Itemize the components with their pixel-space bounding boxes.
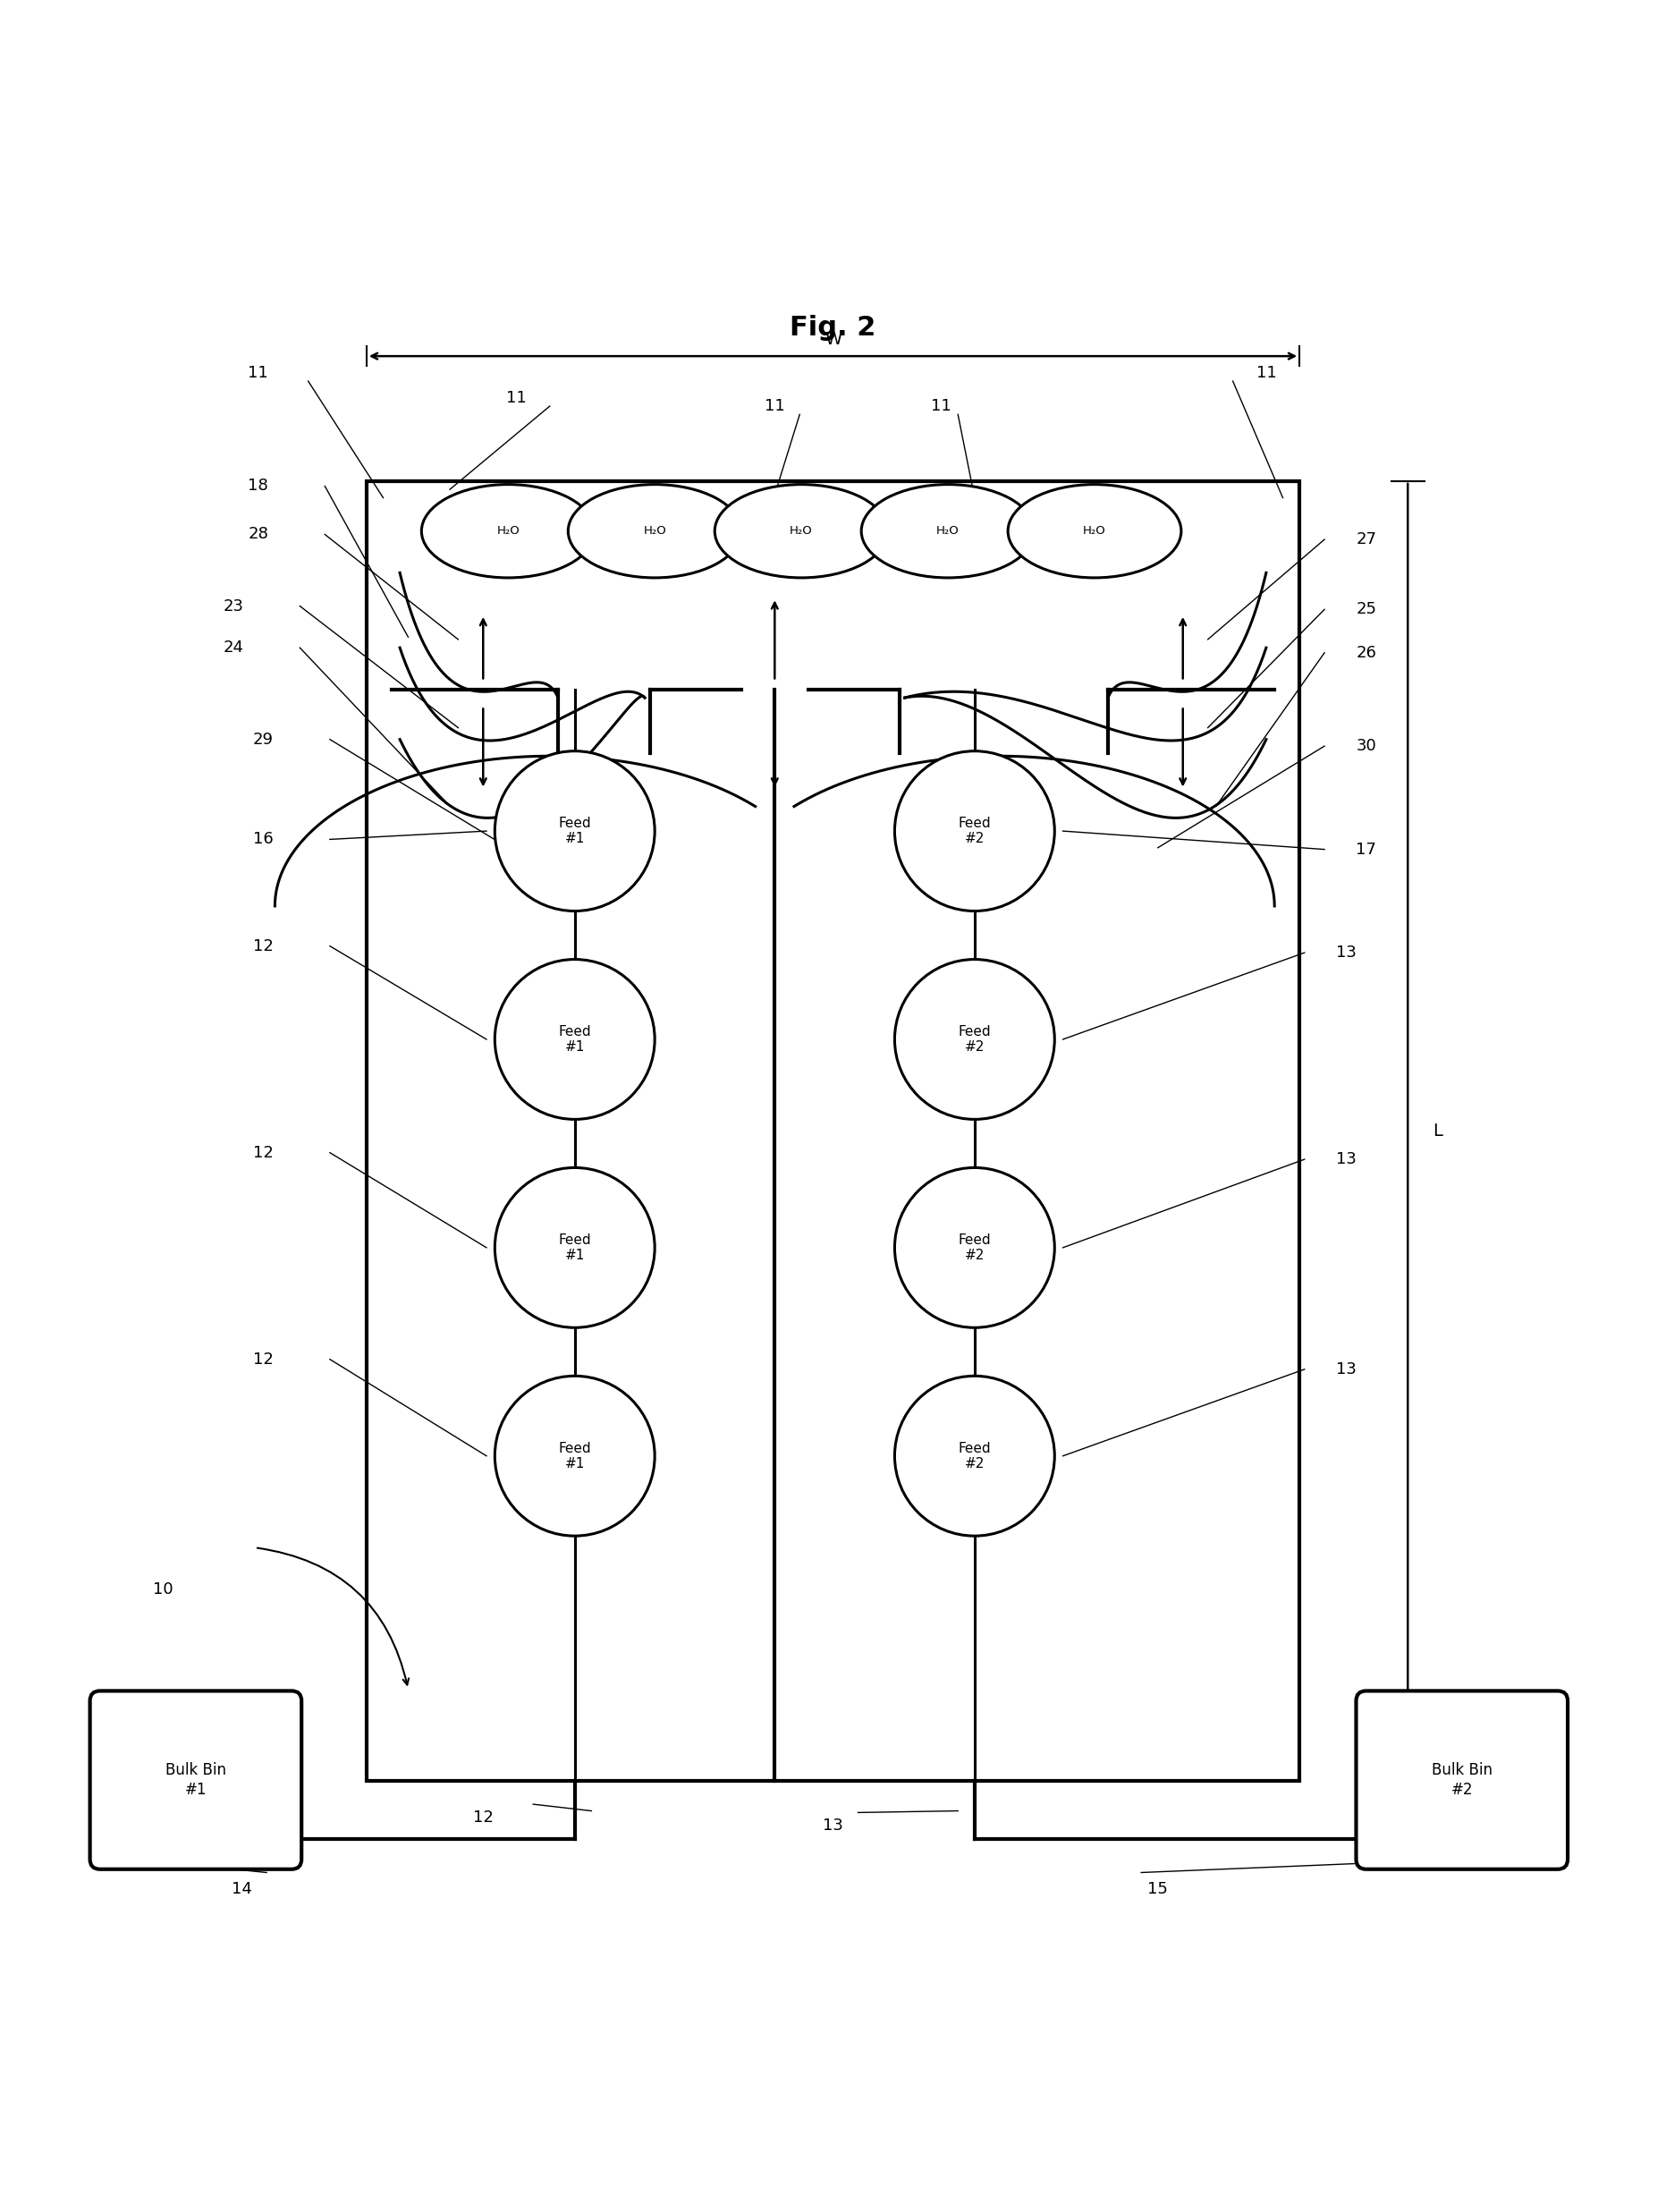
Text: 24: 24 xyxy=(223,639,243,655)
Text: Bulk Bin
#1: Bulk Bin #1 xyxy=(165,1763,227,1798)
Text: 11: 11 xyxy=(248,365,268,380)
Circle shape xyxy=(895,960,1055,1119)
Text: 13: 13 xyxy=(1336,1150,1356,1168)
Text: 12: 12 xyxy=(473,1809,493,1825)
Text: H₂O: H₂O xyxy=(643,524,666,538)
Ellipse shape xyxy=(568,484,741,577)
Text: 12: 12 xyxy=(253,1144,273,1161)
Text: 11: 11 xyxy=(765,398,785,414)
Text: Feed
#1: Feed #1 xyxy=(558,1024,591,1053)
Text: Feed
#2: Feed #2 xyxy=(958,1232,991,1263)
Text: 13: 13 xyxy=(1336,945,1356,960)
Text: 11: 11 xyxy=(931,398,951,414)
FancyBboxPatch shape xyxy=(1356,1690,1568,1869)
Text: 13: 13 xyxy=(823,1818,843,1834)
Text: Feed
#1: Feed #1 xyxy=(558,1442,591,1471)
Text: 12: 12 xyxy=(253,1352,273,1367)
Text: L: L xyxy=(1433,1121,1443,1139)
Text: 17: 17 xyxy=(1356,841,1376,858)
Text: 25: 25 xyxy=(1356,602,1376,617)
Ellipse shape xyxy=(715,484,888,577)
Text: H₂O: H₂O xyxy=(1083,524,1106,538)
Text: Feed
#2: Feed #2 xyxy=(958,1442,991,1471)
Text: Fig. 2: Fig. 2 xyxy=(790,314,876,341)
Text: Bulk Bin
#2: Bulk Bin #2 xyxy=(1431,1763,1493,1798)
Text: H₂O: H₂O xyxy=(790,524,813,538)
Text: H₂O: H₂O xyxy=(496,524,520,538)
Text: 27: 27 xyxy=(1356,531,1376,549)
Text: Feed
#2: Feed #2 xyxy=(958,816,991,845)
Circle shape xyxy=(495,960,655,1119)
Text: Feed
#2: Feed #2 xyxy=(958,1024,991,1053)
Text: W: W xyxy=(825,332,841,347)
Circle shape xyxy=(895,1168,1055,1327)
Text: 11: 11 xyxy=(506,389,526,405)
Circle shape xyxy=(495,1376,655,1535)
Text: 12: 12 xyxy=(253,938,273,953)
Circle shape xyxy=(495,1168,655,1327)
Text: 28: 28 xyxy=(248,526,268,542)
Text: 13: 13 xyxy=(1336,1360,1356,1378)
Ellipse shape xyxy=(1008,484,1181,577)
Text: H₂O: H₂O xyxy=(936,524,960,538)
Bar xyxy=(367,480,1299,1781)
Ellipse shape xyxy=(861,484,1035,577)
Text: 14: 14 xyxy=(232,1880,252,1898)
Circle shape xyxy=(495,752,655,911)
Circle shape xyxy=(895,1376,1055,1535)
Text: 23: 23 xyxy=(223,597,243,615)
Text: 15: 15 xyxy=(1148,1880,1168,1898)
Circle shape xyxy=(895,752,1055,911)
Text: 26: 26 xyxy=(1356,644,1376,661)
Text: 29: 29 xyxy=(253,732,273,748)
Text: 10: 10 xyxy=(153,1582,173,1597)
Ellipse shape xyxy=(421,484,595,577)
Text: 18: 18 xyxy=(248,478,268,493)
Text: 16: 16 xyxy=(253,832,273,847)
Text: 30: 30 xyxy=(1356,739,1376,754)
Text: 11: 11 xyxy=(1256,365,1276,380)
Text: Feed
#1: Feed #1 xyxy=(558,816,591,845)
Text: Feed
#1: Feed #1 xyxy=(558,1232,591,1263)
FancyBboxPatch shape xyxy=(90,1690,302,1869)
